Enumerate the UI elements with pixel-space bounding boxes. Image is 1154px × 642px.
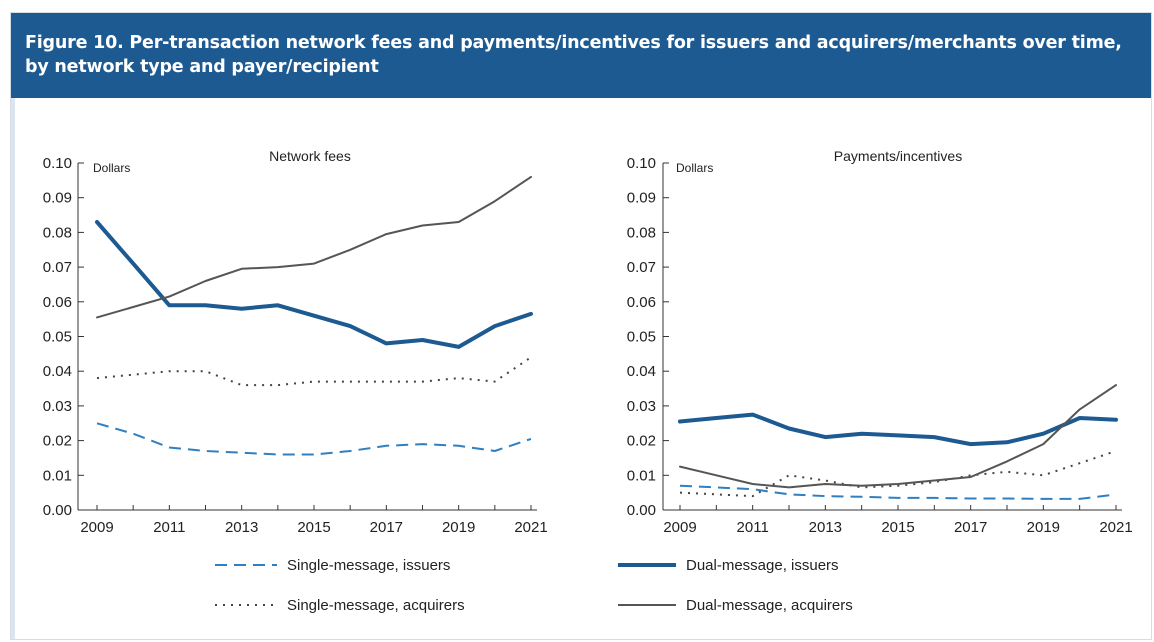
legend-item-dual-acquirers: Dual-message, acquirers xyxy=(618,594,853,616)
y-tick-label: 0.08 xyxy=(43,224,72,241)
x-tick-label: 2013 xyxy=(225,519,258,536)
x-tick-label: 2009 xyxy=(80,519,113,536)
legend-label: Dual-message, issuers xyxy=(686,556,839,574)
y-tick-label: 0.10 xyxy=(627,155,656,172)
legend-swatch-dashed xyxy=(215,564,277,566)
series-line-dashed xyxy=(679,484,1117,500)
y-tick-label: 0.10 xyxy=(43,155,72,172)
series-line-thin xyxy=(96,175,532,319)
y-tick-label: 0.00 xyxy=(627,502,656,519)
y-tick-label: 0.09 xyxy=(627,190,656,207)
x-tick-label: 2019 xyxy=(442,519,475,536)
panel-title: Payments/incentives xyxy=(834,148,962,164)
chart-panel-1: 0.00 0.01 0.02 0.03 0.04 0.05 0.06 0.07 0.08 0.09… xyxy=(43,148,548,536)
legend-swatch-thick xyxy=(618,563,676,567)
y-tick-label: 0.06 xyxy=(627,294,656,311)
chart-panel-2: 0.00 0.01 0.02 0.03 0.04 0.05 0.06 0.07 0.08 0.09… xyxy=(627,148,1133,536)
y-tick-label: 0.00 xyxy=(43,502,72,519)
y-tick-label: 0.06 xyxy=(43,294,72,311)
legend-swatch-dotted xyxy=(215,604,277,606)
y-tick-label: 0.07 xyxy=(627,259,656,276)
x-tick-label: 2011 xyxy=(737,519,769,536)
x-tick-label: 2017 xyxy=(370,519,403,536)
y-tick-label: 0.02 xyxy=(43,433,72,450)
y-axis-unit-label: Dollars xyxy=(676,161,713,175)
y-tick-label: 0.03 xyxy=(43,398,72,415)
series-line-dotted xyxy=(96,356,532,387)
x-tick-label: 2013 xyxy=(809,519,842,536)
y-tick-label: 0.05 xyxy=(627,329,656,346)
y-tick-label: 0.03 xyxy=(627,398,656,415)
legend-label: Dual-message, acquirers xyxy=(686,596,853,614)
y-tick-label: 0.04 xyxy=(627,363,656,380)
y-tick-label: 0.09 xyxy=(43,190,72,207)
x-tick-label: 2019 xyxy=(1027,519,1060,536)
legend-label: Single-message, issuers xyxy=(287,556,451,574)
y-tick-label: 0.07 xyxy=(43,259,72,276)
y-tick-label: 0.02 xyxy=(627,433,656,450)
series-line-dashed xyxy=(96,422,532,456)
panel-title: Network fees xyxy=(269,148,351,164)
y-tick-label: 0.04 xyxy=(43,363,72,380)
x-tick-label: 2015 xyxy=(881,519,914,536)
x-tick-label: 2021 xyxy=(1099,519,1132,536)
series-line-thin xyxy=(679,384,1117,489)
series-line-thick xyxy=(678,412,1118,447)
y-tick-label: 0.05 xyxy=(43,329,72,346)
x-tick-label: 2021 xyxy=(514,519,547,536)
y-tick-label: 0.01 xyxy=(627,467,656,484)
legend-label: Single-message, acquirers xyxy=(287,596,465,614)
series-line-thick xyxy=(95,220,533,349)
legend-item-single-issuers: Single-message, issuers xyxy=(215,554,450,576)
x-tick-label: 2009 xyxy=(663,519,696,536)
left-accent-bar xyxy=(11,98,15,639)
legend-item-dual-issuers: Dual-message, issuers xyxy=(618,554,839,576)
legend-swatch-thin xyxy=(618,604,676,606)
series-line-dotted xyxy=(679,450,1117,498)
x-tick-label: 2015 xyxy=(297,519,330,536)
x-tick-label: 2017 xyxy=(954,519,987,536)
x-tick-label: 2011 xyxy=(153,519,185,536)
figure-header: Figure 10. Per-transaction network fees … xyxy=(11,13,1151,98)
y-tick-label: 0.08 xyxy=(627,224,656,241)
figure-title: Figure 10. Per-transaction network fees … xyxy=(25,33,1122,77)
y-axis-unit-label: Dollars xyxy=(93,161,130,175)
legend-item-single-acquirers: Single-message, acquirers xyxy=(215,594,465,616)
y-tick-label: 0.01 xyxy=(43,467,72,484)
figure-frame: Figure 10. Per-transaction network fees … xyxy=(10,12,1152,640)
